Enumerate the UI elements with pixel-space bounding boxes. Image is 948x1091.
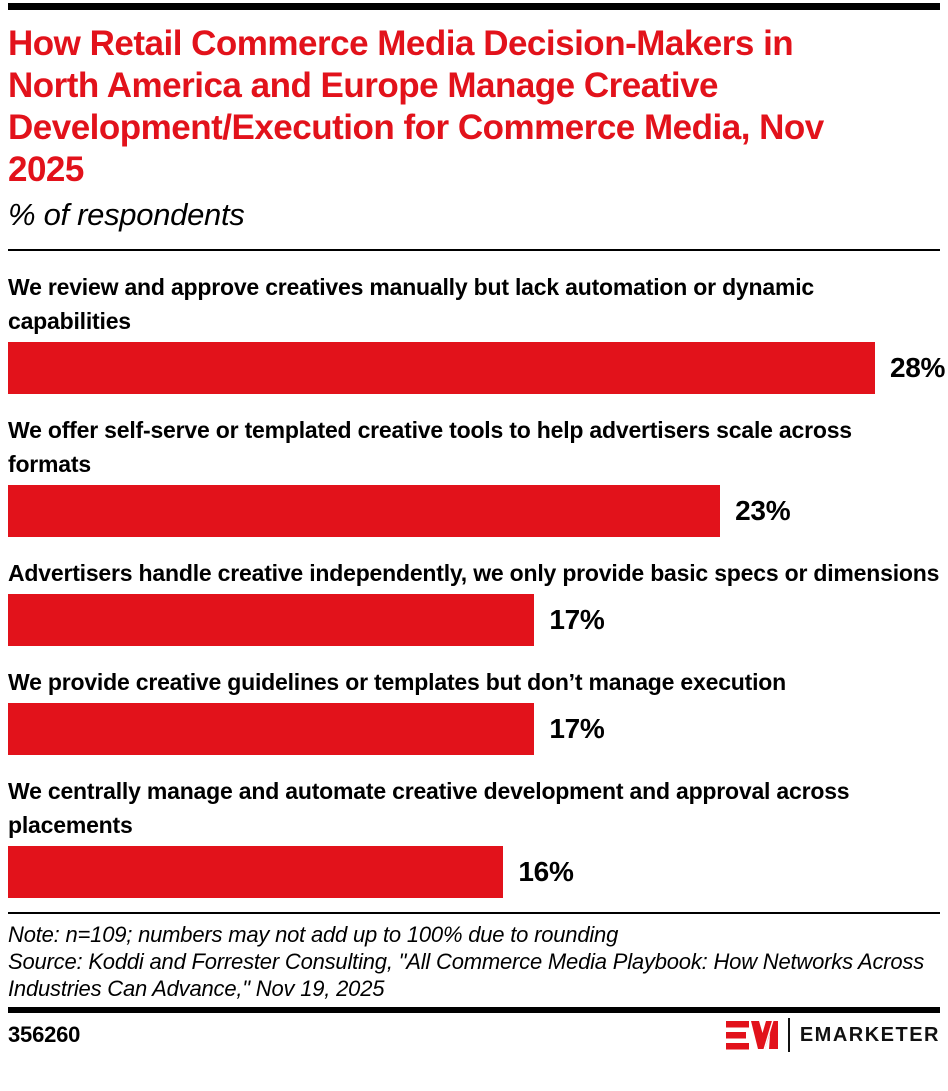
footer-rule xyxy=(8,1007,940,1013)
chart-title: How Retail Commerce Media Decision-Maker… xyxy=(8,24,824,189)
value-label: 16% xyxy=(518,856,574,887)
category-label: We offer self-serve or templated creativ… xyxy=(8,417,852,477)
footnote-divider xyxy=(8,912,940,914)
footnotes: Note: n=109; numbers may not add up to 1… xyxy=(8,921,940,1002)
note-text: Note: n=109; numbers may not add up to 1… xyxy=(8,922,619,947)
bar xyxy=(8,846,504,898)
bar-row: We centrally manage and automate creativ… xyxy=(8,774,940,898)
bar-row: Advertisers handle creative independentl… xyxy=(8,556,940,646)
header-divider xyxy=(8,249,940,251)
value-label: 17% xyxy=(549,713,605,744)
category-label: We review and approve creatives manually… xyxy=(8,274,814,334)
bar xyxy=(8,485,721,537)
bar-track: 17% xyxy=(8,703,940,755)
bar-row: We offer self-serve or templated creativ… xyxy=(8,413,940,537)
bar xyxy=(8,594,535,646)
category-label: We centrally manage and automate creativ… xyxy=(8,778,850,838)
category-label: We provide creative guidelines or templa… xyxy=(8,669,786,695)
value-label: 23% xyxy=(735,495,791,526)
category-label: Advertisers handle creative independentl… xyxy=(8,560,940,586)
bar-track: 23% xyxy=(8,485,940,537)
chart-header: How Retail Commerce Media Decision-Maker… xyxy=(8,23,940,235)
bar-row: We review and approve creatives manually… xyxy=(8,270,945,394)
value-label: 17% xyxy=(549,604,605,635)
value-label: 28% xyxy=(889,352,946,383)
top-rule xyxy=(8,3,940,10)
source-text: Source: Koddi and Forrester Consulting, … xyxy=(8,949,925,1001)
chart-subtitle: % of respondents xyxy=(8,197,245,232)
emarketer-logo-mark-icon xyxy=(725,1020,778,1050)
chart-id: 356260 xyxy=(8,1022,81,1047)
emarketer-logo: EMARKETER xyxy=(725,1018,940,1052)
bar-chart: We review and approve creatives manually… xyxy=(8,270,945,898)
footer: 356260 EMARKETER xyxy=(8,1018,940,1052)
emarketer-wordmark: EMARKETER xyxy=(799,1023,940,1046)
bar-track: 16% xyxy=(8,846,940,898)
bar xyxy=(8,703,535,755)
bar-track: 28% xyxy=(8,342,945,394)
bar-row: We provide creative guidelines or templa… xyxy=(8,665,940,755)
chart-page: How Retail Commerce Media Decision-Maker… xyxy=(0,3,948,1052)
bar-track: 17% xyxy=(8,594,940,646)
bar xyxy=(8,342,875,394)
logo-divider xyxy=(787,1018,790,1052)
